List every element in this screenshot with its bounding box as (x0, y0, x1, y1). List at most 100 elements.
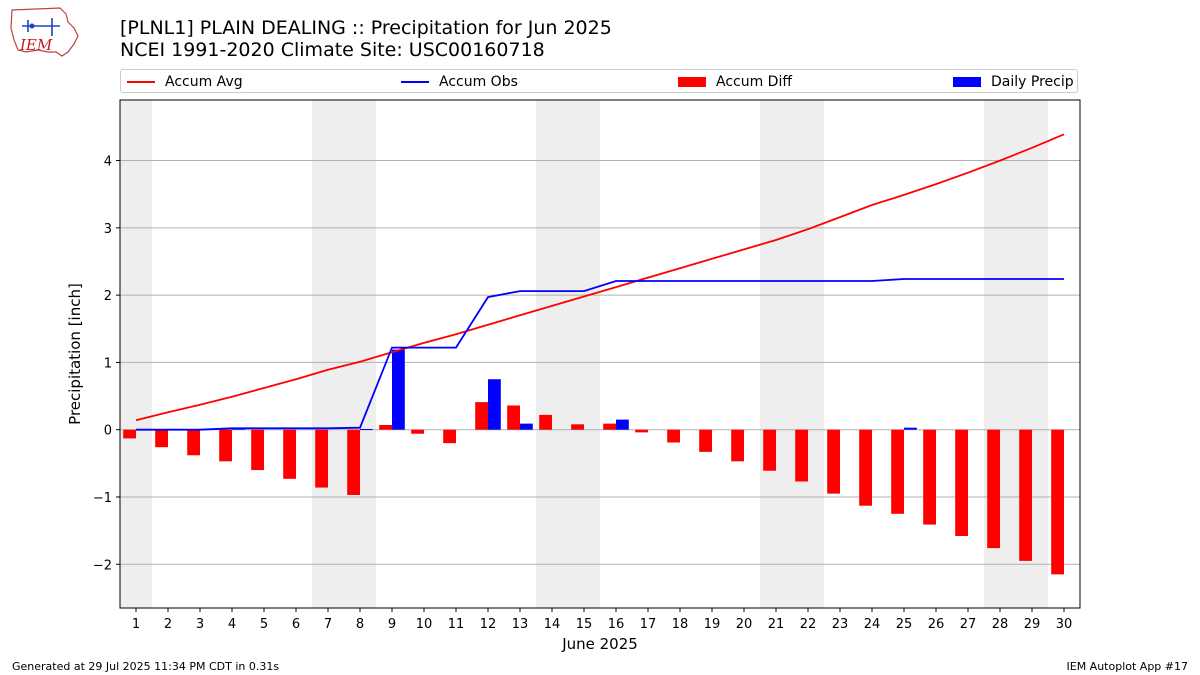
weekend-shade-5 (984, 100, 1048, 608)
accum-diff-bar-day-22 (795, 429, 808, 482)
chart-legend: Accum Avg Accum Obs Accum Diff Daily Pre… (120, 69, 1078, 93)
x-tick-label: 11 (448, 617, 465, 632)
y-axis-label: Precipitation [inch] (66, 283, 84, 425)
grid-lines (120, 160, 1080, 565)
y-tick-label: 3 (104, 222, 112, 237)
chart-subtitle: NCEI 1991-2020 Climate Site: USC00160718 (120, 39, 545, 61)
accum-diff-bar-day-25 (891, 429, 904, 514)
legend-label-accum-avg: Accum Avg (165, 74, 243, 90)
accum-diff-bar-day-28 (987, 429, 1000, 549)
x-tick-label: 1 (132, 617, 140, 632)
x-tick-label: 5 (260, 617, 268, 632)
legend-swatch-daily-precip (953, 77, 981, 87)
daily-precip-bar-day-12 (488, 379, 501, 430)
daily-precip-bar-day-16 (616, 419, 629, 430)
daily-precip-bar-day-8 (360, 429, 373, 431)
x-tick-label: 10 (416, 617, 433, 632)
accum-diff-bar-day-21 (763, 429, 776, 471)
x-tick-label: 2 (164, 617, 172, 632)
legend-item-daily-precip: Daily Precip (953, 73, 1074, 91)
plot-frame (119, 99, 1081, 609)
accum-diff-bar-day-5 (251, 429, 264, 471)
accum-diff-bar-day-11 (443, 429, 456, 444)
legend-item-accum-obs: Accum Obs (401, 73, 518, 91)
x-tick-label: 8 (356, 617, 364, 632)
accum-diff-bar-day-30 (1051, 429, 1064, 575)
accum-diff-bar-day-9 (379, 424, 392, 430)
weekend-shade-4 (760, 100, 824, 608)
legend-swatch-accum-avg (127, 81, 155, 83)
accum-diff-bar-day-26 (923, 429, 936, 525)
accum-diff-bar-day-3 (187, 429, 200, 456)
x-tick-label: 4 (228, 617, 236, 632)
footer-app-id: IEM Autoplot App #17 (1066, 660, 1189, 673)
accum-diff-bar-day-14 (539, 414, 552, 430)
weekend-shade-3 (536, 100, 600, 608)
y-tick-label: 4 (104, 155, 112, 170)
accum-diff-bar-day-4 (219, 429, 232, 462)
daily-precip-bar-day-4 (232, 428, 245, 430)
x-tick-label: 28 (992, 617, 1009, 632)
legend-label-accum-obs: Accum Obs (439, 74, 518, 90)
weekend-shading (120, 100, 1048, 608)
x-tick-label: 25 (896, 617, 913, 632)
accum-diff-bar-day-10 (411, 429, 424, 434)
x-tick-label: 13 (512, 617, 529, 632)
x-tick-label: 21 (768, 617, 785, 632)
x-tick-label: 15 (576, 617, 593, 632)
y-tick-label: 2 (104, 289, 112, 304)
x-tick-label: 7 (324, 617, 332, 632)
y-tick-label: 0 (104, 424, 112, 439)
accum-diff-bar-day-7 (315, 429, 328, 488)
x-tick-label: 30 (1056, 617, 1073, 632)
accum-diff-bar-day-16 (603, 423, 616, 430)
weekend-shade-1 (120, 100, 152, 608)
x-tick-label: 18 (672, 617, 689, 632)
legend-item-accum-diff: Accum Diff (678, 73, 792, 91)
iem-logo: IEM (10, 7, 79, 57)
legend-label-accum-diff: Accum Diff (716, 74, 793, 90)
x-tick-label: 26 (928, 617, 945, 632)
legend-item-accum-avg: Accum Avg (127, 73, 243, 91)
footer-generated: Generated at 29 Jul 2025 11:34 PM CDT in… (12, 660, 280, 673)
x-tick-label: 14 (544, 617, 561, 632)
chart-title: [PLNL1] PLAIN DEALING :: Precipitation f… (120, 17, 612, 39)
x-tick-label: 16 (608, 617, 625, 632)
accum-diff-bar-day-15 (571, 424, 584, 430)
x-tick-label: 3 (196, 617, 204, 632)
accum-diff-bar-day-18 (667, 429, 680, 443)
accum-diff-bar-day-20 (731, 429, 744, 462)
daily-precip-bar-day-13 (520, 423, 533, 430)
y-tick-label: 1 (104, 356, 112, 371)
x-tick-label: 20 (736, 617, 753, 632)
accum-diff-bar-day-29 (1019, 429, 1032, 561)
accum-diff-bar-day-24 (859, 429, 872, 506)
accum-avg-line (135, 133, 1065, 422)
x-tick-label: 9 (388, 617, 396, 632)
x-tick-label: 6 (292, 617, 300, 632)
x-tick-label: 17 (640, 617, 657, 632)
y-tick-label: −2 (93, 558, 112, 573)
accum-diff-bar-day-6 (283, 429, 296, 479)
accum-diff-bar-day-1 (123, 429, 136, 439)
x-axis-label: June 2025 (561, 635, 638, 653)
accum-diff-bar-day-27 (955, 429, 968, 537)
daily-precip-bar-day-9 (392, 349, 405, 430)
lines (135, 133, 1065, 431)
daily-precip-bar-day-25 (904, 427, 917, 430)
accum-diff-bar-day-17 (635, 429, 648, 433)
accum-diff-bar-day-8 (347, 429, 360, 495)
accum-diff-bar-day-23 (827, 429, 840, 494)
bars (123, 349, 1064, 575)
legend-swatch-accum-obs (401, 81, 429, 83)
accum-obs-line (136, 278, 1064, 431)
accum-diff-bar-day-2 (155, 429, 168, 448)
x-tick-label: 19 (704, 617, 721, 632)
x-tick-label: 12 (480, 617, 497, 632)
accum-diff-bar-day-12 (475, 402, 488, 430)
x-tick-label: 22 (800, 617, 817, 632)
legend-swatch-accum-diff (678, 77, 706, 87)
x-tick-label: 27 (960, 617, 977, 632)
